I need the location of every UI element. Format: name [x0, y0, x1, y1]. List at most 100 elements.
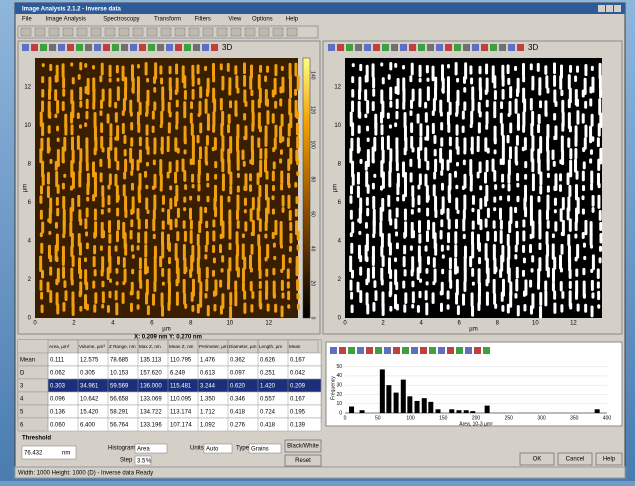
hist-tool[interactable]	[447, 347, 454, 354]
hist-tool[interactable]	[438, 347, 445, 354]
tool-icon[interactable]	[175, 44, 182, 51]
menu-item[interactable]: Spectroscopy	[103, 17, 139, 23]
hist-tool[interactable]	[429, 347, 436, 354]
tool-icon[interactable]	[58, 44, 65, 51]
menu-item[interactable]: Image Analysis	[46, 17, 86, 23]
tool-icon[interactable]	[463, 44, 470, 51]
tool-icon[interactable]	[184, 44, 191, 51]
hist-tool[interactable]	[366, 347, 373, 354]
tool-icon[interactable]	[193, 44, 200, 51]
tool-icon[interactable]	[481, 44, 488, 51]
tool-icon[interactable]	[121, 44, 128, 51]
toolbar-button[interactable]	[217, 28, 227, 36]
toolbar-button[interactable]	[63, 28, 73, 36]
menu-item[interactable]: Help	[286, 17, 299, 23]
hist-tool[interactable]	[474, 347, 481, 354]
tool-icon[interactable]	[130, 44, 137, 51]
hist-tool[interactable]	[402, 347, 409, 354]
column-header[interactable]: Mean Z, nm	[169, 344, 194, 349]
toolbar-button[interactable]	[49, 28, 59, 36]
column-header[interactable]: Diameter, µm	[229, 344, 257, 349]
toolbar-button[interactable]	[119, 28, 129, 36]
toolbar-button[interactable]	[175, 28, 185, 36]
ok-button-label[interactable]: OK	[533, 457, 542, 463]
tool-icon[interactable]	[337, 44, 344, 51]
column-header[interactable]: Max Z, nm	[139, 344, 161, 349]
tool-icon[interactable]	[328, 44, 335, 51]
help-button-label[interactable]: Help	[603, 457, 616, 463]
tool-icon[interactable]	[472, 44, 479, 51]
tool-icon[interactable]	[103, 44, 110, 51]
tool-icon[interactable]	[391, 44, 398, 51]
tool-icon[interactable]	[148, 44, 155, 51]
hist-tool[interactable]	[483, 347, 490, 354]
column-header[interactable]: Volume, µm³	[79, 344, 105, 349]
tool-icon[interactable]	[490, 44, 497, 51]
column-header[interactable]: Mean	[289, 344, 301, 349]
tool-icon[interactable]	[364, 44, 371, 51]
menu-item[interactable]: View	[228, 17, 242, 23]
hist-tool[interactable]	[420, 347, 427, 354]
menu-item[interactable]: File	[22, 17, 32, 23]
hist-tool[interactable]	[357, 347, 364, 354]
tool-icon[interactable]	[382, 44, 389, 51]
tool-icon[interactable]	[40, 44, 47, 51]
hist-tool[interactable]	[330, 347, 337, 354]
tool-icon[interactable]	[31, 44, 38, 51]
tool-icon[interactable]	[445, 44, 452, 51]
tool-icon[interactable]	[139, 44, 146, 51]
tool-icon[interactable]	[211, 44, 218, 51]
hist-tool[interactable]	[348, 347, 355, 354]
column-header[interactable]: Perimeter, µm	[199, 344, 228, 349]
tool-icon[interactable]	[22, 44, 29, 51]
toolbar-button[interactable]	[35, 28, 45, 36]
tool-icon[interactable]	[202, 44, 209, 51]
column-header[interactable]: Z Range, nm	[109, 344, 136, 349]
toolbar-button[interactable]	[203, 28, 213, 36]
toolbar-button[interactable]	[77, 28, 87, 36]
cancel-button-label[interactable]: Cancel	[566, 457, 585, 463]
tool-icon[interactable]	[409, 44, 416, 51]
close[interactable]	[614, 5, 621, 12]
column-header[interactable]: Area, µm²	[49, 344, 70, 349]
tool-icon[interactable]	[517, 44, 524, 51]
tool-icon[interactable]	[499, 44, 506, 51]
toolbar-3d[interactable]: 3D	[222, 43, 232, 52]
toolbar-button[interactable]	[91, 28, 101, 36]
toolbar-3d[interactable]: 3D	[528, 43, 538, 52]
tool-icon[interactable]	[427, 44, 434, 51]
toolbar-button[interactable]	[147, 28, 157, 36]
tool-icon[interactable]	[346, 44, 353, 51]
reset-button-label[interactable]: Reset	[295, 458, 311, 464]
tool-icon[interactable]	[166, 44, 173, 51]
toolbar-button[interactable]	[231, 28, 241, 36]
toolbar-button[interactable]	[273, 28, 283, 36]
toolbar-button[interactable]	[105, 28, 115, 36]
hist-tool[interactable]	[384, 347, 391, 354]
tool-icon[interactable]	[49, 44, 56, 51]
maximize[interactable]	[606, 5, 613, 12]
tool-icon[interactable]	[94, 44, 101, 51]
tool-icon[interactable]	[355, 44, 362, 51]
tool-icon[interactable]	[454, 44, 461, 51]
minimize[interactable]	[598, 5, 605, 12]
tool-icon[interactable]	[418, 44, 425, 51]
menu-item[interactable]: Filters	[195, 17, 211, 23]
tool-icon[interactable]	[400, 44, 407, 51]
toolbar-button[interactable]	[259, 28, 269, 36]
hist-tool[interactable]	[339, 347, 346, 354]
hist-tool[interactable]	[375, 347, 382, 354]
tool-icon[interactable]	[373, 44, 380, 51]
toolbar-button[interactable]	[161, 28, 171, 36]
menu-item[interactable]: Transform	[154, 17, 181, 23]
hist-tool[interactable]	[411, 347, 418, 354]
hist-tool[interactable]	[456, 347, 463, 354]
hist-tool[interactable]	[465, 347, 472, 354]
toolbar-button[interactable]	[133, 28, 143, 36]
tool-icon[interactable]	[157, 44, 164, 51]
tool-icon[interactable]	[85, 44, 92, 51]
tool-icon[interactable]	[508, 44, 515, 51]
hist-tool[interactable]	[393, 347, 400, 354]
column-header[interactable]: Length, µm	[259, 344, 282, 349]
toolbar-button[interactable]	[21, 28, 31, 36]
